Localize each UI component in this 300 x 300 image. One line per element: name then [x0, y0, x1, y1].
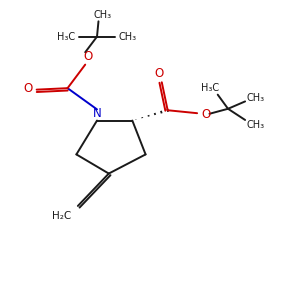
Text: O: O	[24, 82, 33, 95]
Text: N: N	[93, 107, 101, 120]
Text: CH₃: CH₃	[247, 94, 265, 103]
Text: O: O	[201, 108, 211, 121]
Text: O: O	[83, 50, 93, 63]
Text: H₃C: H₃C	[57, 32, 75, 42]
Text: O: O	[154, 67, 164, 80]
Text: CH₃: CH₃	[247, 120, 265, 130]
Text: CH₃: CH₃	[119, 32, 137, 42]
Text: CH₃: CH₃	[93, 10, 111, 20]
Text: H₃C: H₃C	[201, 83, 219, 93]
Text: H₂C: H₂C	[52, 211, 71, 221]
